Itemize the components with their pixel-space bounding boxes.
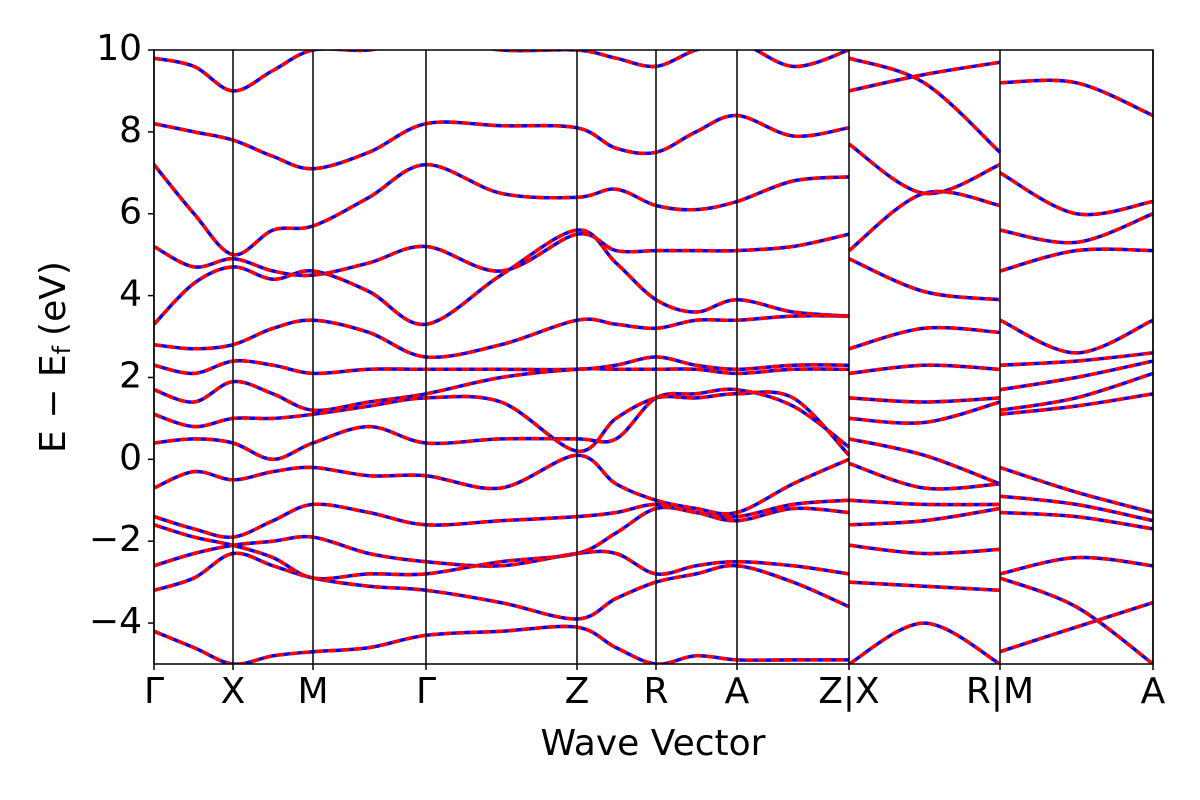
y-label-main: E − E xyxy=(33,354,74,453)
x-tick-label: Γ xyxy=(144,671,164,712)
x-tick-label: X xyxy=(221,671,246,712)
band-line xyxy=(154,600,1153,664)
band-line xyxy=(154,494,1153,540)
band-line xyxy=(154,50,1002,154)
y-tick-label: −4 xyxy=(89,601,142,642)
x-tick-label: M xyxy=(297,671,328,712)
band-line xyxy=(154,600,1153,664)
band-line xyxy=(154,494,1153,540)
y-tick-label: 4 xyxy=(119,274,142,315)
band-line xyxy=(154,453,1153,516)
y-label-unit: (eV) xyxy=(33,261,74,336)
x-tick-label: Z xyxy=(565,671,590,712)
y-label-sub: f xyxy=(48,345,76,354)
band-line xyxy=(154,142,1153,257)
band-line xyxy=(154,534,1153,576)
x-axis-label: Wave Vector xyxy=(541,723,766,764)
band-line xyxy=(154,351,1153,376)
band-line xyxy=(154,142,1153,257)
band-line xyxy=(154,50,1002,154)
x-tick-label: Z|X xyxy=(818,671,879,712)
band-line xyxy=(154,359,1153,413)
x-tick-label: Γ xyxy=(416,671,436,712)
x-tick-label: R|M xyxy=(966,671,1034,712)
y-axis-label: E − Ef (eV) xyxy=(33,261,76,453)
band-line xyxy=(154,228,1153,327)
x-tick-label: A xyxy=(1141,671,1166,712)
y-tick-label: −2 xyxy=(89,519,142,560)
y-tick-label: 0 xyxy=(119,437,142,478)
band-line xyxy=(154,189,1153,278)
band-line xyxy=(154,534,1153,576)
band-line xyxy=(154,228,1153,327)
y-tick-label: 10 xyxy=(96,28,142,69)
plot-frame xyxy=(153,49,1154,665)
band-line xyxy=(154,60,1153,171)
band-line xyxy=(154,551,1153,664)
x-tick-label: R xyxy=(643,671,668,712)
band-line xyxy=(154,387,1153,486)
band-line xyxy=(154,371,1153,457)
band-line xyxy=(154,359,1153,413)
y-tick-label: 6 xyxy=(119,192,142,233)
band-line xyxy=(154,505,1153,581)
y-tick-label: 2 xyxy=(119,355,142,396)
x-tick-label: A xyxy=(725,671,750,712)
band-line xyxy=(154,314,1153,360)
y-tick-label: 8 xyxy=(119,110,142,151)
plot-area xyxy=(154,50,1153,664)
band-line xyxy=(154,551,1153,664)
band-line xyxy=(154,505,1153,581)
